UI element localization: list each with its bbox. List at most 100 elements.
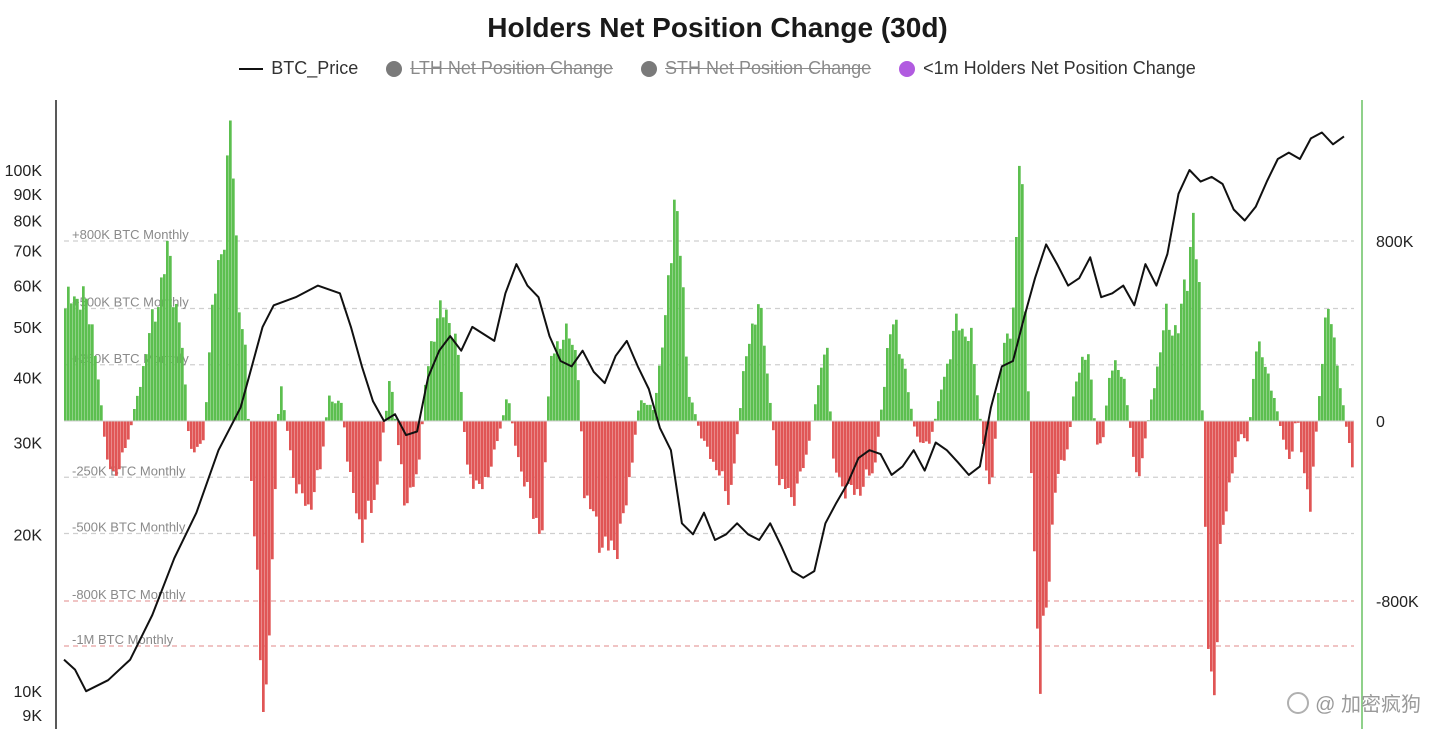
net-position-bar-positive: [1327, 308, 1330, 421]
net-position-bar-positive: [244, 344, 247, 421]
net-position-bar-negative: [628, 421, 631, 478]
net-position-bar-positive: [391, 391, 394, 421]
net-position-bar-negative: [403, 421, 406, 506]
net-position-bar-negative: [865, 421, 868, 470]
net-position-bar-negative: [991, 421, 994, 478]
net-position-bar-positive: [967, 341, 970, 421]
net-position-bar-positive: [133, 408, 136, 421]
net-position-bar-positive: [943, 376, 946, 421]
net-position-bar-negative: [1231, 421, 1234, 474]
net-position-bar-negative: [1048, 421, 1051, 582]
net-position-bar-negative: [790, 421, 793, 498]
net-position-bar-negative: [202, 421, 205, 441]
net-position-bar-positive: [769, 402, 772, 421]
net-position-bar-negative: [1306, 421, 1309, 490]
net-position-bar-positive: [754, 324, 757, 421]
net-position-bar-negative: [469, 421, 472, 475]
net-position-bar-negative: [1132, 421, 1135, 457]
net-position-bar-negative: [1282, 421, 1285, 440]
net-position-bar-negative: [541, 421, 544, 531]
net-position-bar-positive: [1324, 317, 1327, 421]
net-position-bar-positive: [1201, 410, 1204, 421]
net-position-bar-negative: [622, 421, 625, 514]
net-position-bar-negative: [259, 421, 262, 661]
legend-item-btc-price[interactable]: BTC_Price: [239, 58, 358, 79]
net-position-bar-negative: [913, 421, 916, 427]
net-position-bar-negative: [871, 421, 874, 474]
net-position-bar-positive: [1081, 356, 1084, 421]
net-position-bar-negative: [1309, 421, 1312, 512]
net-position-bar-negative: [847, 421, 850, 485]
net-position-bar-positive: [907, 392, 910, 421]
net-position-bar-negative: [736, 421, 739, 435]
net-position-bar-negative: [199, 421, 202, 444]
chart-legend: BTC_Price LTH Net Position Change STH Ne…: [0, 58, 1435, 79]
net-position-bar-positive: [1120, 376, 1123, 421]
net-position-bar-negative: [1348, 421, 1351, 444]
net-position-bar-positive: [445, 309, 448, 421]
legend-item-lth[interactable]: LTH Net Position Change: [386, 58, 613, 79]
net-position-bar-positive: [100, 405, 103, 421]
net-position-bar-positive: [1339, 388, 1342, 421]
net-position-bar-positive: [1009, 338, 1012, 421]
net-position-bar-positive: [454, 333, 457, 421]
net-position-bar-negative: [1300, 421, 1303, 453]
net-position-bar-positive: [1006, 333, 1009, 421]
net-position-bar-negative: [478, 421, 481, 484]
net-position-bar-negative: [415, 421, 418, 475]
net-position-bar-positive: [1126, 405, 1129, 421]
net-position-bar-negative: [580, 421, 583, 432]
net-position-bar-positive: [181, 347, 184, 421]
net-position-bar-negative: [613, 421, 616, 551]
net-position-bar-negative: [1135, 421, 1138, 473]
net-position-bar-negative: [1033, 421, 1036, 552]
net-position-bar-positive: [76, 298, 79, 421]
net-position-bar-positive: [1186, 290, 1189, 421]
net-position-bar-negative: [727, 421, 730, 505]
net-position-bar-negative: [1291, 421, 1294, 452]
net-position-bar-positive: [79, 309, 82, 421]
net-position-bar-positive: [880, 409, 883, 421]
net-position-bar-negative: [463, 421, 466, 432]
net-position-bar-negative: [262, 421, 265, 712]
net-position-bar-positive: [661, 347, 664, 421]
net-position-bar-negative: [1315, 421, 1318, 432]
net-position-bar-positive: [673, 199, 676, 421]
net-position-bar-positive: [1012, 307, 1015, 421]
net-position-bar-negative: [322, 421, 325, 447]
legend-item-sth[interactable]: STH Net Position Change: [641, 58, 871, 79]
net-position-bar-negative: [733, 421, 736, 464]
net-position-bar-negative: [1351, 421, 1354, 468]
net-position-bar-negative: [493, 421, 496, 450]
net-position-bar-negative: [1045, 421, 1048, 608]
net-position-bar-positive: [670, 263, 673, 421]
net-position-bar-positive: [151, 309, 154, 421]
net-position-bar-positive: [886, 348, 889, 421]
net-position-bar-positive: [430, 341, 433, 421]
net-position-bar-positive: [574, 350, 577, 421]
net-position-bar-positive: [547, 396, 550, 421]
net-position-bar-positive: [997, 392, 1000, 421]
net-position-bar-positive: [178, 322, 181, 421]
net-position-bar-positive: [448, 323, 451, 421]
left-axis-tick-label: 10K: [14, 684, 43, 701]
net-position-bar-negative: [616, 421, 619, 560]
net-position-bar-negative: [127, 421, 130, 440]
watermark: @ 加密疯狗: [1287, 688, 1421, 717]
net-position-bar-negative: [124, 421, 127, 449]
net-position-bar-positive: [385, 410, 388, 421]
net-position-bar-negative: [1051, 421, 1054, 525]
net-position-bar-negative: [130, 421, 133, 426]
net-position-bar-positive: [817, 385, 820, 421]
net-position-bar-positive: [745, 356, 748, 421]
net-position-bar-positive: [676, 211, 679, 421]
net-position-bar-positive: [283, 410, 286, 421]
net-position-bar-positive: [649, 404, 652, 421]
net-position-bar-negative: [1129, 421, 1132, 428]
net-position-bar-positive: [976, 395, 979, 421]
net-position-bar-negative: [346, 421, 349, 462]
legend-item-1m-holders[interactable]: <1m Holders Net Position Change: [899, 58, 1196, 79]
net-position-bar-negative: [1204, 421, 1207, 527]
net-position-bar-positive: [139, 386, 142, 421]
net-position-bar-negative: [1102, 421, 1105, 438]
